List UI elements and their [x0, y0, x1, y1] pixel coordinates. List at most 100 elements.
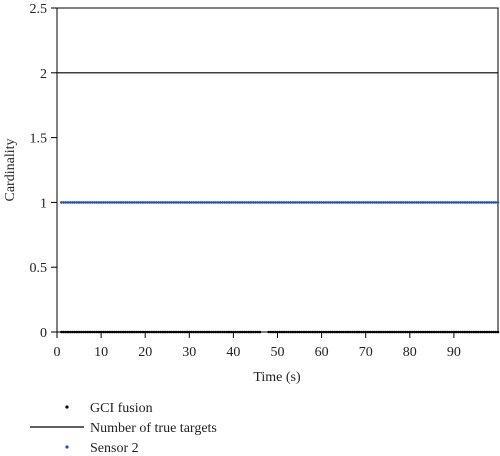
data-point — [337, 330, 341, 334]
data-point — [179, 330, 182, 334]
data-point — [282, 330, 286, 334]
data-point — [251, 330, 255, 334]
data-point — [157, 201, 160, 204]
data-point — [199, 330, 202, 334]
data-point — [344, 201, 348, 204]
data-point — [470, 201, 473, 204]
data-point — [293, 330, 297, 334]
data-point — [201, 201, 204, 204]
data-point — [210, 330, 213, 334]
x-tick-label: 0 — [54, 345, 61, 360]
data-point — [322, 201, 326, 204]
series-gci-fusion — [60, 330, 500, 334]
data-point — [410, 330, 414, 334]
data-point — [128, 201, 132, 204]
data-point — [84, 201, 87, 204]
series-layer — [57, 72, 500, 334]
data-point — [95, 330, 98, 334]
legend-label: Sensor 2 — [90, 441, 139, 456]
data-point — [465, 201, 469, 204]
data-point — [450, 201, 453, 204]
data-point — [99, 201, 103, 204]
data-point — [412, 330, 416, 334]
data-point — [102, 201, 105, 204]
data-point — [146, 330, 149, 334]
data-point — [300, 201, 304, 204]
data-point — [302, 330, 306, 334]
data-point — [296, 330, 299, 334]
data-point — [73, 330, 76, 334]
data-point — [168, 201, 171, 204]
data-point — [496, 330, 500, 334]
y-axis-ticks: 0 0.5 1 1.5 2 2.5 — [30, 2, 57, 341]
data-point — [386, 330, 390, 334]
data-point — [309, 201, 312, 204]
data-point — [348, 201, 352, 204]
data-point — [207, 201, 211, 204]
data-point — [346, 201, 350, 204]
data-point — [382, 201, 385, 204]
data-point — [203, 330, 207, 334]
data-point — [362, 330, 365, 334]
data-point — [490, 330, 493, 334]
data-point — [269, 330, 273, 334]
data-point — [157, 330, 160, 334]
data-point — [199, 201, 202, 204]
data-point — [379, 201, 383, 204]
data-point — [113, 330, 116, 334]
data-point — [382, 330, 385, 334]
data-point — [108, 330, 112, 334]
data-point — [404, 330, 407, 334]
data-point — [141, 330, 145, 334]
data-point — [468, 330, 471, 334]
data-point — [234, 330, 237, 334]
data-point — [379, 330, 383, 334]
data-point — [161, 201, 165, 204]
data-point — [375, 330, 379, 334]
data-point — [150, 201, 154, 204]
data-point — [99, 330, 103, 334]
data-point — [289, 201, 293, 204]
data-point — [154, 330, 158, 334]
data-point — [152, 330, 156, 334]
data-point — [163, 201, 167, 204]
data-point — [104, 201, 107, 204]
data-point — [225, 201, 229, 204]
data-point — [315, 330, 319, 334]
x-axis-label: Time (s) — [253, 370, 301, 385]
data-point — [384, 201, 387, 204]
data-point — [298, 201, 301, 204]
data-point — [335, 330, 339, 334]
data-point — [302, 201, 306, 204]
data-point — [137, 330, 140, 334]
data-point — [183, 201, 187, 204]
data-point — [132, 330, 136, 334]
data-point — [355, 201, 359, 204]
data-point — [351, 330, 354, 334]
data-point — [364, 330, 368, 334]
data-point — [300, 330, 304, 334]
data-point — [245, 201, 248, 204]
data-point — [454, 330, 458, 334]
data-point — [86, 330, 90, 334]
data-point — [324, 330, 328, 334]
legend-item: Number of true targets — [30, 421, 217, 436]
data-point — [258, 201, 262, 204]
x-tick-label: 60 — [315, 345, 329, 360]
data-point — [285, 330, 288, 334]
data-point — [355, 330, 359, 334]
data-point — [216, 330, 220, 334]
data-point — [185, 201, 189, 204]
data-point — [110, 201, 114, 204]
data-point — [335, 201, 339, 204]
data-point — [426, 330, 429, 334]
data-point — [388, 330, 392, 334]
data-point — [183, 330, 187, 334]
data-point — [194, 201, 198, 204]
data-point — [236, 201, 240, 204]
data-point — [262, 201, 266, 204]
data-point — [168, 330, 171, 334]
data-point — [77, 330, 81, 334]
data-point — [201, 330, 204, 334]
